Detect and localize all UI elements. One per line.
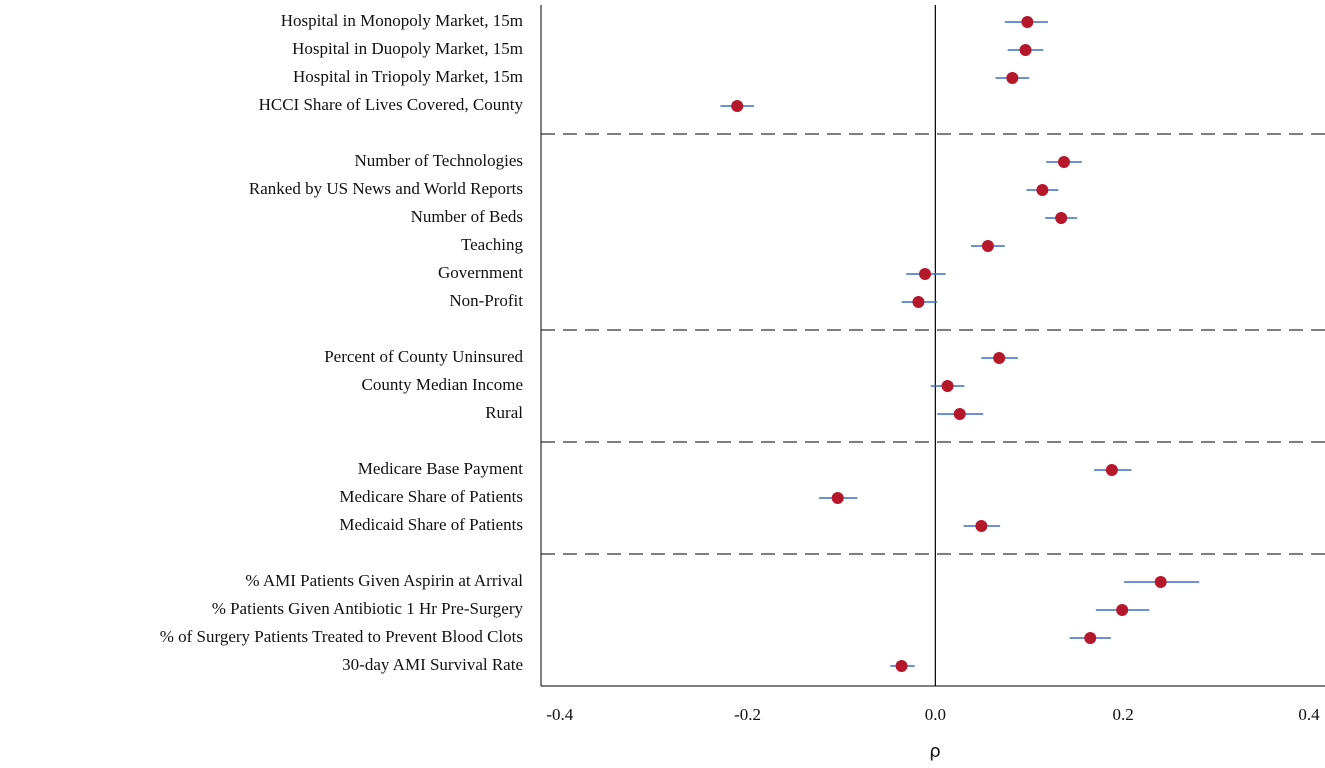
point-estimate [1021,16,1034,28]
point-estimate [731,100,744,112]
point-estimate [1036,184,1049,196]
x-tick-label: 0.2 [1113,705,1134,724]
y-tick-label: % of Surgery Patients Treated to Prevent… [160,627,523,646]
x-tick-label: -0.4 [546,705,573,724]
point-estimate [953,408,966,420]
point-estimate [981,240,994,252]
y-tick-label: Number of Beds [411,207,523,226]
y-tick-label: Government [438,263,523,282]
y-tick-label: Ranked by US News and World Reports [249,179,523,198]
point-estimate [1105,464,1118,476]
point-estimate [1116,604,1129,616]
y-tick-label: Medicaid Share of Patients [339,515,523,534]
x-axis-label: ρ [929,741,940,762]
y-tick-label: % Patients Given Antibiotic 1 Hr Pre-Sur… [212,599,524,618]
x-tick-label: 0.4 [1298,705,1320,724]
point-estimate [975,520,988,532]
y-tick-label: Hospital in Triopoly Market, 15m [293,67,523,86]
y-tick-label: Teaching [461,235,524,254]
point-estimate [919,268,932,280]
y-tick-label: % AMI Patients Given Aspirin at Arrival [245,571,523,590]
y-tick-label: Rural [485,403,523,422]
y-tick-label: County Median Income [362,375,523,394]
x-tick-label: -0.2 [734,705,761,724]
point-estimate [912,296,925,308]
y-tick-label: HCCI Share of Lives Covered, County [259,95,524,114]
y-tick-label: Percent of County Uninsured [324,347,523,366]
point-estimate [895,660,908,672]
point-estimate [1019,44,1032,56]
point-estimate [993,352,1006,364]
point-estimate [941,380,954,392]
y-tick-label: Non-Profit [449,291,523,310]
point-estimate [1154,576,1167,588]
y-tick-label: Hospital in Monopoly Market, 15m [281,11,523,30]
point-estimate [1055,212,1068,224]
point-estimate [1057,156,1070,168]
y-tick-label: Medicare Base Payment [358,459,523,478]
point-estimate [1084,632,1097,644]
x-tick-label: 0.0 [925,705,946,724]
y-tick-label: Hospital in Duopoly Market, 15m [292,39,523,58]
point-estimate [831,492,844,504]
point-estimate [1006,72,1019,84]
y-tick-label: 30-day AMI Survival Rate [342,655,523,674]
y-tick-label: Medicare Share of Patients [339,487,523,506]
y-tick-label: Number of Technologies [355,151,523,170]
